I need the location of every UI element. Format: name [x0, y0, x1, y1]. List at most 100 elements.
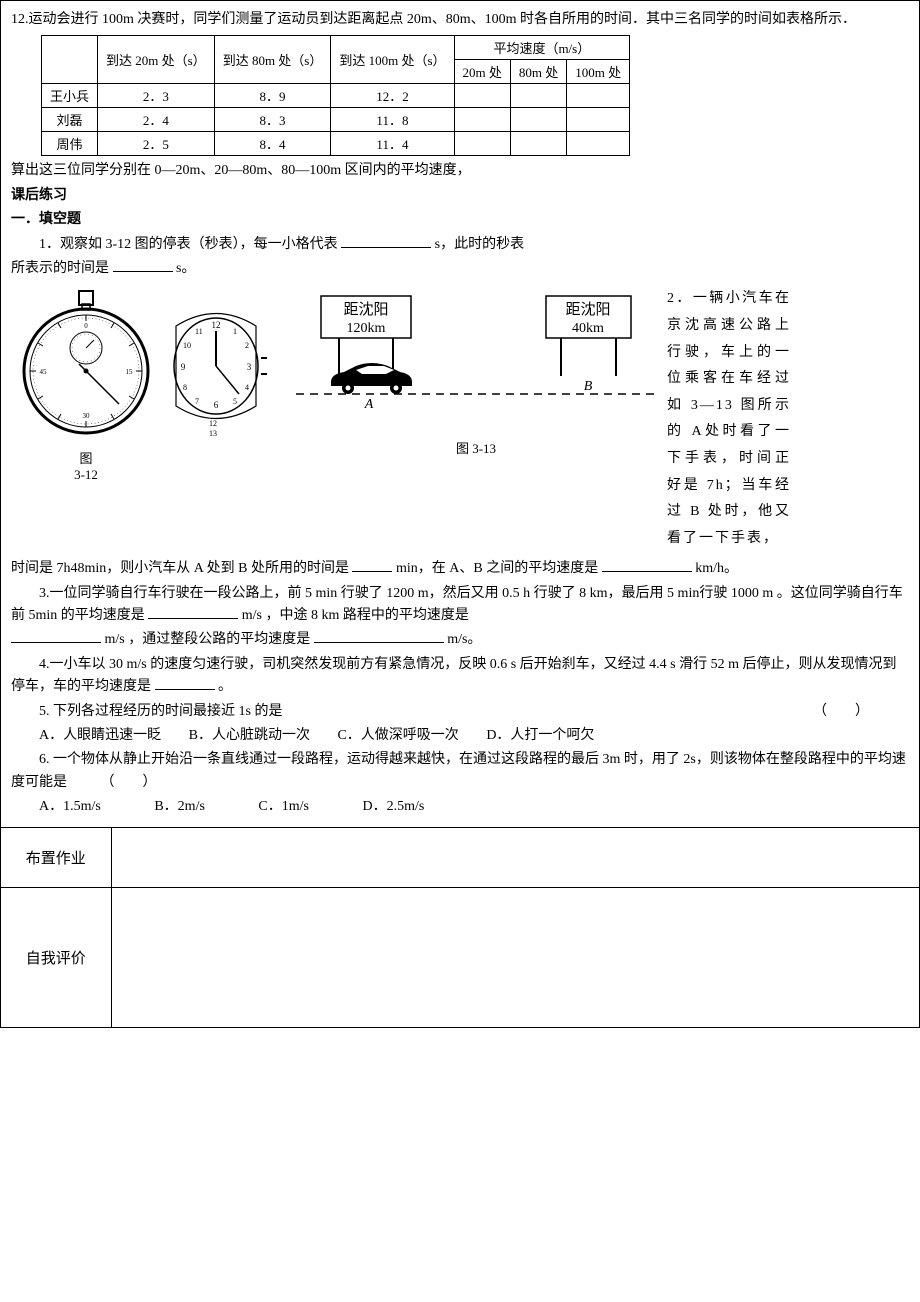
- cell-empty: [454, 132, 510, 156]
- table-row: 周伟 2．5 8．4 11．4: [42, 132, 630, 156]
- cell: 2．5: [98, 132, 215, 156]
- watch-icon: 12 3 6 9 1 2 4 5 7 8 10 11 12 13: [161, 286, 271, 446]
- cell-empty: [510, 132, 566, 156]
- q12-text-b: 算出这三位同学分别在 0—20m、20—80m、80—100m 区间内的平均速度…: [11, 160, 909, 182]
- table-row: 王小兵 2．3 8．9 12．2: [42, 84, 630, 108]
- q6-opt-d: D．2.5m/s: [363, 796, 425, 818]
- svg-text:30: 30: [83, 412, 91, 420]
- fig-3-12: 0 15 30 45 图 3-12: [11, 286, 161, 483]
- th-avg: 平均速度（m/s）: [454, 36, 630, 60]
- footer-row-self: 自我评价: [1, 887, 919, 1027]
- cell-empty: [454, 84, 510, 108]
- svg-text:5: 5: [233, 397, 237, 406]
- cell-empty: [567, 84, 630, 108]
- th-20m: 到达 20m 处（s）: [98, 36, 215, 84]
- table-row: 刘磊 2．4 8．3 11．8: [42, 108, 630, 132]
- th-80m: 到达 80m 处（s）: [214, 36, 331, 84]
- fig-3-13: 距沈阳 120km 距沈阳 40km: [291, 286, 661, 457]
- svg-text:10: 10: [183, 341, 191, 350]
- svg-text:1: 1: [233, 327, 237, 336]
- th-100m: 到达 100m 处（s）: [331, 36, 454, 84]
- svg-text:距沈阳: 距沈阳: [343, 301, 388, 318]
- figure-row: 0 15 30 45 图 3-12 12 3 6 9 1 2: [11, 286, 909, 552]
- q1-c: 所表示的时间是: [11, 261, 109, 276]
- svg-text:12: 12: [212, 320, 221, 330]
- fig-3-12-cap-b: 3-12: [74, 467, 98, 483]
- q1-d: s。: [176, 261, 195, 276]
- blank: [11, 629, 101, 643]
- footer-table: 布置作业 自我评价: [1, 827, 919, 1028]
- svg-text:15: 15: [126, 368, 134, 376]
- footer-label-hw: 布置作业: [1, 827, 111, 887]
- q5-opt-a: A．人眼睛迅速一眨: [39, 725, 161, 747]
- th-p100: 100m 处: [567, 60, 630, 84]
- q3-d: m/s。: [447, 632, 481, 647]
- q6: 6. 一个物体从静止开始沿一条直线通过一段路程，运动得越来越快，在通过这段路程的…: [11, 749, 909, 794]
- svg-text:11: 11: [195, 327, 203, 336]
- svg-text:2: 2: [245, 341, 249, 350]
- cell: 8．4: [214, 132, 331, 156]
- svg-text:0: 0: [84, 322, 88, 330]
- q3: 3.一位同学骑自行车行驶在一段公路上，前 5 min 行驶了 1200 m，然后…: [11, 583, 909, 628]
- q5: 5. 下列各过程经历的时间最接近 1s 的是 （ ）: [11, 701, 909, 723]
- q5-paren: （ ）: [785, 701, 869, 723]
- fig-3-13-cap: 图 3-13: [456, 438, 496, 457]
- q2-a: 时间是 7h48min，则小汽车从 A 处到 B 处所用的时间是: [11, 561, 349, 576]
- road-sign-icon: 距沈阳 120km 距沈阳 40km: [291, 286, 661, 436]
- q5-opt-d: D．人打一个呵欠: [486, 725, 594, 747]
- q6-opt-b: B．2m/s: [154, 796, 205, 818]
- q2-line: 时间是 7h48min，则小汽车从 A 处到 B 处所用的时间是 min，在 A…: [11, 558, 909, 580]
- blank: [314, 629, 444, 643]
- svg-text:B: B: [584, 379, 593, 394]
- q2-c: km/h。: [695, 561, 738, 576]
- q3-c: m/s ，通过整段公路的平均速度是: [105, 632, 311, 647]
- footer-label-self: 自我评价: [1, 887, 111, 1027]
- q5-options: A．人眼睛迅速一眨 B．人心脏跳动一次 C．人做深呼吸一次 D．人打一个呵欠: [39, 725, 909, 747]
- q12-text-a: 12.运动会进行 100m 决赛时，同学们测量了运动员到达距离起点 20m、80…: [11, 9, 909, 31]
- q4-b: 。: [218, 679, 232, 694]
- svg-text:4: 4: [245, 383, 249, 392]
- q1: 1．观察如 3-12 图的停表（秒表），每一小格代表 s，此时的秒表: [11, 234, 909, 256]
- cell: 12．2: [331, 84, 454, 108]
- svg-text:120km: 120km: [347, 321, 386, 336]
- svg-text:8: 8: [183, 383, 187, 392]
- table-header-row: 到达 20m 处（s） 到达 80m 处（s） 到达 100m 处（s） 平均速…: [42, 36, 630, 60]
- cell: 8．3: [214, 108, 331, 132]
- blank: [352, 558, 392, 572]
- page-frame: 12.运动会进行 100m 决赛时，同学们测量了运动员到达距离起点 20m、80…: [0, 0, 920, 1028]
- footer-cell-hw: [111, 827, 919, 887]
- svg-text:7: 7: [195, 397, 199, 406]
- svg-text:A: A: [364, 397, 374, 412]
- q2-b: min，在 A、B 之间的平均速度是: [396, 561, 598, 576]
- q4: 4.一小车以 30 m/s 的速度匀速行驶，司机突然发现前方有紧急情况，反映 0…: [11, 654, 909, 699]
- svg-text:距沈阳: 距沈阳: [565, 301, 610, 318]
- svg-text:12: 12: [209, 419, 217, 428]
- cell-empty: [567, 132, 630, 156]
- cell: 11．4: [331, 132, 454, 156]
- stopwatch-icon: 0 15 30 45: [11, 286, 161, 446]
- cell-name: 刘磊: [42, 108, 98, 132]
- section-title: 课后练习: [11, 185, 909, 207]
- svg-text:3: 3: [247, 362, 252, 372]
- th-blank: [42, 36, 98, 84]
- cell: 2．4: [98, 108, 215, 132]
- q6-paren: （ ）: [101, 775, 157, 790]
- blank: [602, 558, 692, 572]
- q2-side-text: 2．一辆小汽车在京沈高速公路上行驶，车上的一位乘客在车经过如 3—13 图所示的…: [661, 286, 791, 552]
- cell: 11．8: [331, 108, 454, 132]
- fig-3-12-cap-a: 图: [79, 448, 92, 467]
- cell-empty: [567, 108, 630, 132]
- q4-a: 4.一小车以 30 m/s 的速度匀速行驶，司机突然发现前方有紧急情况，反映 0…: [11, 657, 897, 694]
- svg-text:40km: 40km: [572, 321, 604, 336]
- cell: 8．9: [214, 84, 331, 108]
- svg-text:45: 45: [40, 368, 48, 376]
- footer-cell-self: [111, 887, 919, 1027]
- q5-stem: 5. 下列各过程经历的时间最接近 1s 的是: [39, 704, 282, 719]
- th-p20: 20m 处: [454, 60, 510, 84]
- q5-opt-b: B．人心脏跳动一次: [189, 725, 310, 747]
- blank: [113, 258, 173, 272]
- svg-text:13: 13: [209, 429, 217, 438]
- q12-table: 到达 20m 处（s） 到达 80m 处（s） 到达 100m 处（s） 平均速…: [41, 35, 630, 156]
- svg-text:6: 6: [214, 400, 219, 410]
- q3-b: m/s ，中途 8 km 路程中的平均速度是: [242, 608, 469, 623]
